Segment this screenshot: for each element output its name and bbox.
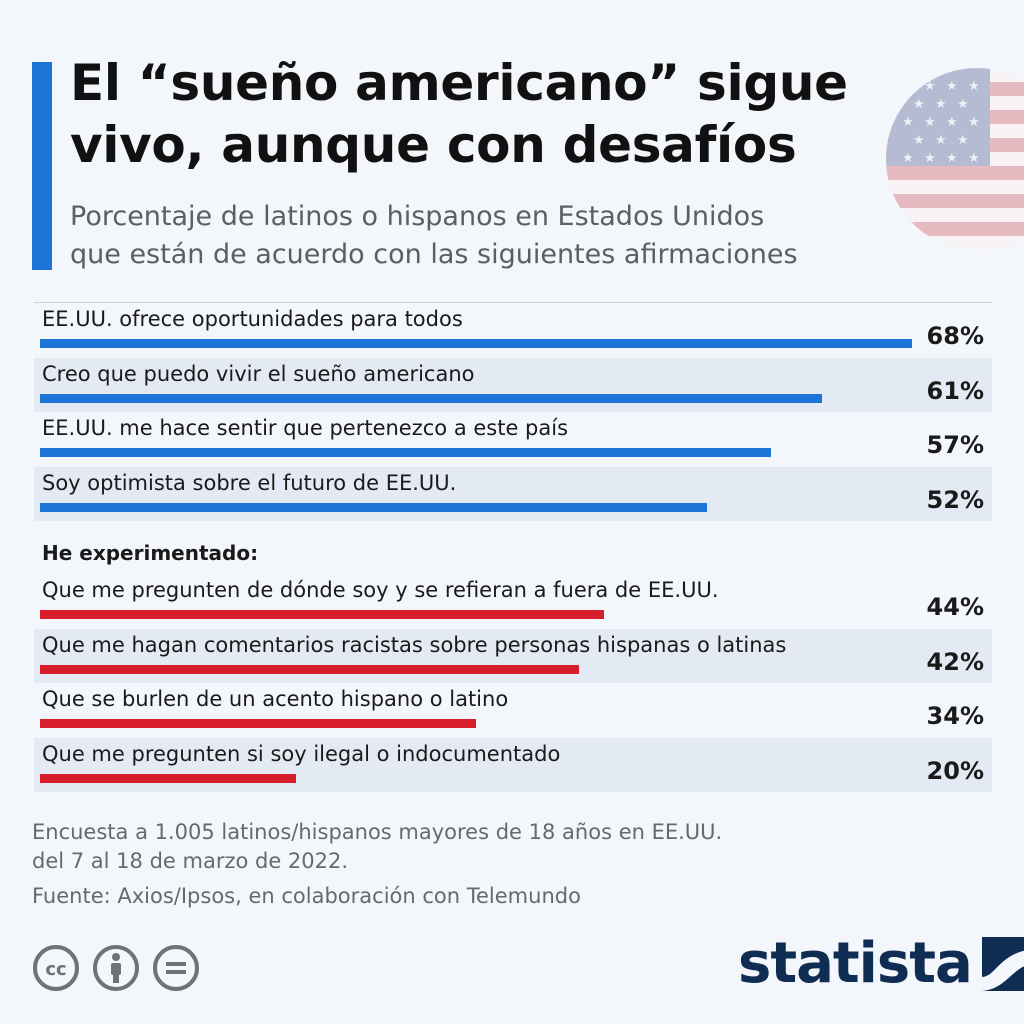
bar	[40, 502, 707, 512]
bar-value-label: 52%	[926, 485, 984, 514]
chart-top-divider	[34, 302, 992, 303]
bar-row: Que me hagan comentarios racistas sobre …	[34, 628, 992, 683]
bar-category-label: Que se burlen de un acento hispano o lat…	[42, 687, 509, 711]
bar-category-label: Que me pregunten de dónde soy y se refie…	[42, 578, 719, 602]
svg-text:★: ★	[957, 133, 969, 148]
svg-text:★: ★	[924, 115, 936, 130]
bar	[40, 339, 912, 348]
survey-note-line-1: Encuesta a 1.005 latinos/hispanos mayore…	[32, 820, 723, 844]
license-icons: cc	[32, 944, 200, 996]
svg-text:★: ★	[902, 151, 914, 166]
svg-text:★: ★	[946, 79, 958, 94]
svg-text:★: ★	[946, 151, 958, 166]
bar-row: Que me pregunten si soy ilegal o indocum…	[34, 737, 992, 792]
chart-title-line-2: vivo, aunque con desafíos	[70, 116, 797, 174]
svg-text:★: ★	[935, 97, 947, 112]
bar	[40, 773, 297, 783]
bar-value-label: 20%	[926, 756, 984, 785]
statista-logo[interactable]: statista	[738, 928, 1024, 1000]
bar-value-label: 57%	[926, 431, 984, 459]
bar-value-label: 34%	[926, 702, 984, 730]
bar	[40, 393, 823, 403]
statista-logo-icon	[981, 937, 1024, 991]
bar-row: Que me pregunten de dónde soy y se refie…	[34, 574, 992, 628]
svg-text:★: ★	[946, 115, 958, 130]
svg-text:★: ★	[968, 79, 980, 94]
bar-row: EE.UU. me hace sentir que pertenezco a e…	[34, 412, 992, 466]
svg-text:★: ★	[913, 133, 925, 148]
bar-row: Soy optimista sobre el futuro de EE.UU. 5…	[34, 466, 992, 521]
svg-text:★: ★	[924, 79, 936, 94]
svg-text:★: ★	[913, 97, 925, 112]
title-accent-bar	[32, 62, 52, 270]
chart-subtitle-line-2: que están de acuerdo con las siguientes …	[70, 239, 798, 270]
survey-note-line-2: del 7 al 18 de marzo de 2022.	[32, 849, 349, 873]
source-note: Fuente: Axios/Ipsos, en colaboración con…	[32, 884, 581, 908]
chart-title-line-1: El “sueño americano” sigue	[70, 54, 848, 112]
bar	[40, 719, 476, 728]
bar-value-label: 61%	[926, 376, 984, 405]
chart-subtitle-line-1: Porcentaje de latinos o hispanos en Esta…	[70, 201, 765, 232]
bar-category-label: Creo que puedo vivir el sueño americano	[42, 361, 475, 386]
svg-text:★: ★	[957, 97, 969, 112]
svg-text:★: ★	[902, 115, 914, 130]
statista-logo-text: statista	[738, 931, 973, 996]
attribution-icon[interactable]	[92, 944, 140, 992]
svg-text:★: ★	[968, 115, 980, 130]
chart-notes: Encuesta a 1.005 latinos/hispanos mayore…	[32, 818, 932, 911]
bar-row: EE.UU. ofrece oportunidades para todos 68…	[34, 303, 992, 357]
bar-category-label: EE.UU. me hace sentir que pertenezco a e…	[42, 416, 569, 440]
bar-category-label: Que me hagan comentarios racistas sobre …	[42, 632, 787, 657]
bar-row: Que se burlen de un acento hispano o lat…	[34, 683, 992, 737]
bar-category-label: Que me pregunten si soy ilegal o indocum…	[42, 741, 561, 766]
bar-value-label: 42%	[926, 647, 984, 676]
chart-subtitle: Porcentaje de latinos o hispanos en Esta…	[70, 198, 930, 274]
bar	[40, 448, 771, 457]
svg-text:★: ★	[924, 151, 936, 166]
bar	[40, 664, 579, 674]
bar-value-label: 44%	[926, 593, 984, 621]
svg-text:★: ★	[935, 133, 947, 148]
bar-row: Creo que puedo vivir el sueño americano 6…	[34, 357, 992, 412]
chart-title: El “sueño americano” sigue vivo, aunque …	[70, 52, 890, 176]
section-label-experienced: He experimentado:	[42, 541, 259, 565]
svg-text:cc: cc	[45, 959, 66, 980]
us-flag-icon: ★ ★ ★ ★ ★ ★ ★ ★ ★ ★ ★ ★ ★ ★ ★ ★ ★ ★	[886, 68, 1024, 250]
bar-value-label: 68%	[926, 322, 984, 350]
bar	[40, 610, 605, 619]
no-derivatives-icon[interactable]	[152, 944, 200, 992]
bar-category-label: EE.UU. ofrece oportunidades para todos	[42, 307, 463, 331]
bar-category-label: Soy optimista sobre el futuro de EE.UU.	[42, 470, 457, 495]
svg-text:★: ★	[968, 151, 980, 166]
cc-icon[interactable]: cc	[32, 944, 80, 992]
